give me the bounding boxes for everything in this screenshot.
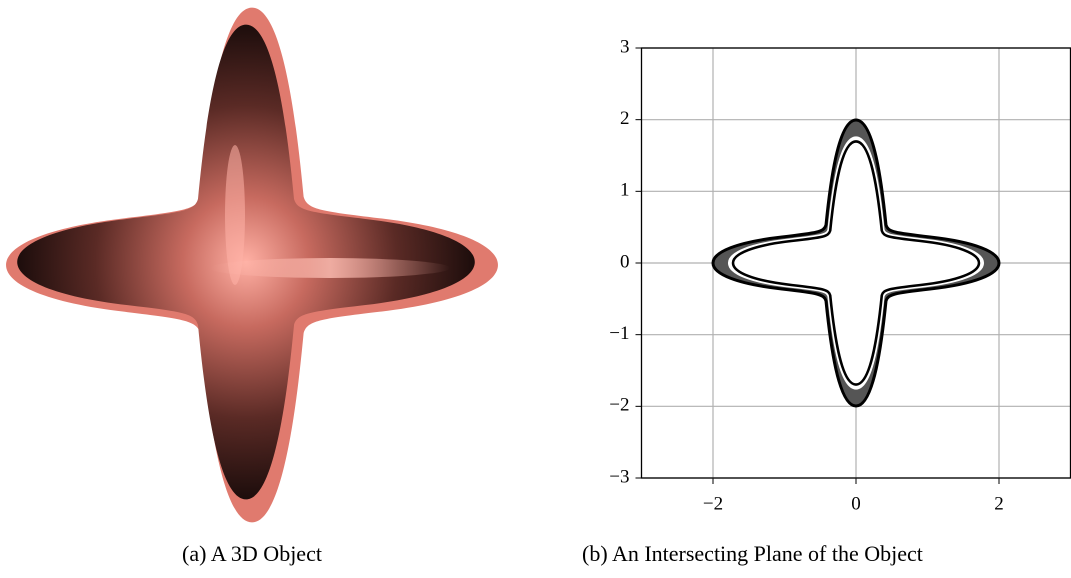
cross-section [713, 120, 999, 406]
y-tick-label: −1 [609, 323, 629, 344]
figure: (a) A 3D Object −2 0 2 −3 −2 −1 0 1 2 3 (b) An In… [0, 0, 1071, 578]
caption: (b) An Intersecting Plane of the Object [582, 541, 923, 566]
y-tick-label: 3 [620, 36, 630, 57]
y-tick-label: 2 [620, 108, 630, 129]
x-tick-label: −2 [703, 493, 723, 514]
y-tick-label: 1 [620, 180, 630, 201]
y-tick-label: −2 [609, 395, 629, 416]
y-tick-label: −3 [609, 466, 629, 487]
object-render [6, 8, 498, 523]
caption: (a) A 3D Object [182, 541, 322, 566]
x-tick-label: 2 [994, 493, 1004, 514]
page: (a) A 3D Object −2 0 2 −3 −2 −1 0 1 2 3 (b) An In… [0, 0, 1071, 578]
y-tick-label: 0 [620, 251, 630, 272]
x-tick-label: 0 [851, 493, 861, 514]
